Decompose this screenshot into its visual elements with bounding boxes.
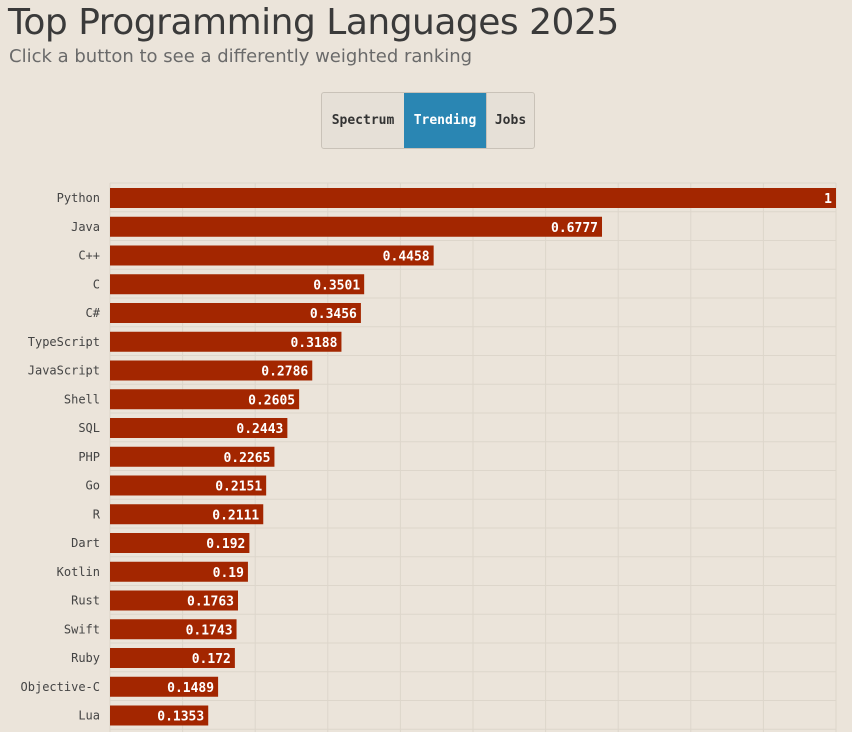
bar-c[interactable] (110, 274, 365, 295)
value-label: 1 (824, 192, 832, 207)
bar-go[interactable] (110, 475, 267, 496)
spectrum-button[interactable]: Spectrum (331, 113, 395, 128)
category-label: Python (57, 191, 100, 205)
value-label: 0.4458 (383, 250, 430, 265)
bar-kotlin[interactable] (110, 561, 248, 582)
bar-dart[interactable] (110, 533, 250, 553)
value-label: 0.2786 (261, 365, 308, 380)
value-label: 0.1743 (186, 623, 233, 638)
category-label: C# (86, 306, 101, 320)
category-label: Shell (64, 392, 100, 406)
bar-shell[interactable] (110, 389, 300, 410)
category-label: Kotlin (57, 565, 100, 579)
bar-c-[interactable] (110, 245, 434, 266)
value-label: 0.3501 (313, 278, 360, 293)
bar-java[interactable] (110, 216, 603, 237)
bar-lua[interactable] (110, 705, 209, 726)
category-label: PHP (78, 450, 100, 464)
value-label: 0.3456 (310, 307, 357, 322)
category-label: C (93, 277, 100, 291)
category-label: Ruby (71, 651, 100, 665)
category-label: Dart (71, 536, 100, 550)
bar-rust[interactable] (110, 590, 238, 611)
bar-ruby[interactable] (110, 648, 235, 668)
chart-grid (109, 182, 837, 732)
value-label: 0.2265 (223, 451, 270, 466)
category-label: JavaScript (28, 364, 100, 378)
jobs-button[interactable]: Jobs (486, 93, 534, 148)
category-label: Java (71, 220, 100, 234)
bar-typescript[interactable] (110, 331, 342, 352)
value-label: 0.172 (192, 652, 231, 667)
value-label: 0.1763 (187, 595, 234, 610)
value-label: 0.3188 (290, 336, 337, 351)
category-label: Go (86, 479, 100, 493)
category-label: Swift (64, 622, 100, 636)
bar-sql[interactable] (110, 418, 288, 438)
bar-c-[interactable] (110, 303, 361, 323)
category-label: R (93, 507, 101, 521)
bar-objective-c[interactable] (110, 676, 219, 697)
category-label: Lua (78, 709, 100, 723)
bar-javascript[interactable] (110, 360, 313, 381)
value-label: 0.2111 (212, 508, 259, 523)
page-subtitle: Click a button to see a differently weig… (9, 46, 473, 67)
value-label: 0.2605 (248, 393, 295, 408)
category-label: SQL (78, 421, 100, 435)
bar-python[interactable] (110, 188, 836, 208)
value-label: 0.19 (213, 566, 244, 581)
bar-r[interactable] (110, 504, 264, 525)
value-label: 0.1489 (167, 681, 214, 696)
value-label: 0.6777 (551, 221, 598, 236)
bar-swift[interactable] (110, 619, 237, 640)
bar-php[interactable] (110, 446, 275, 467)
page-title: Top Programming Languages 2025 (8, 2, 619, 43)
category-label: Objective-C (21, 680, 100, 694)
value-label: 0.2151 (215, 480, 262, 495)
chart-bars: Python 1 Java 0.6777 C++ 0.4458 C 0.3501 C# 0.345… (21, 188, 836, 726)
category-label: C++ (78, 249, 100, 263)
value-label: 0.2443 (236, 422, 283, 437)
category-label: Rust (71, 594, 100, 608)
ranking-button-group: Spectrum Trending Jobs (321, 92, 535, 149)
value-label: 0.1353 (157, 710, 204, 725)
trending-button[interactable]: Trending (404, 93, 486, 148)
value-label: 0.192 (206, 537, 245, 552)
category-label: TypeScript (28, 335, 100, 349)
